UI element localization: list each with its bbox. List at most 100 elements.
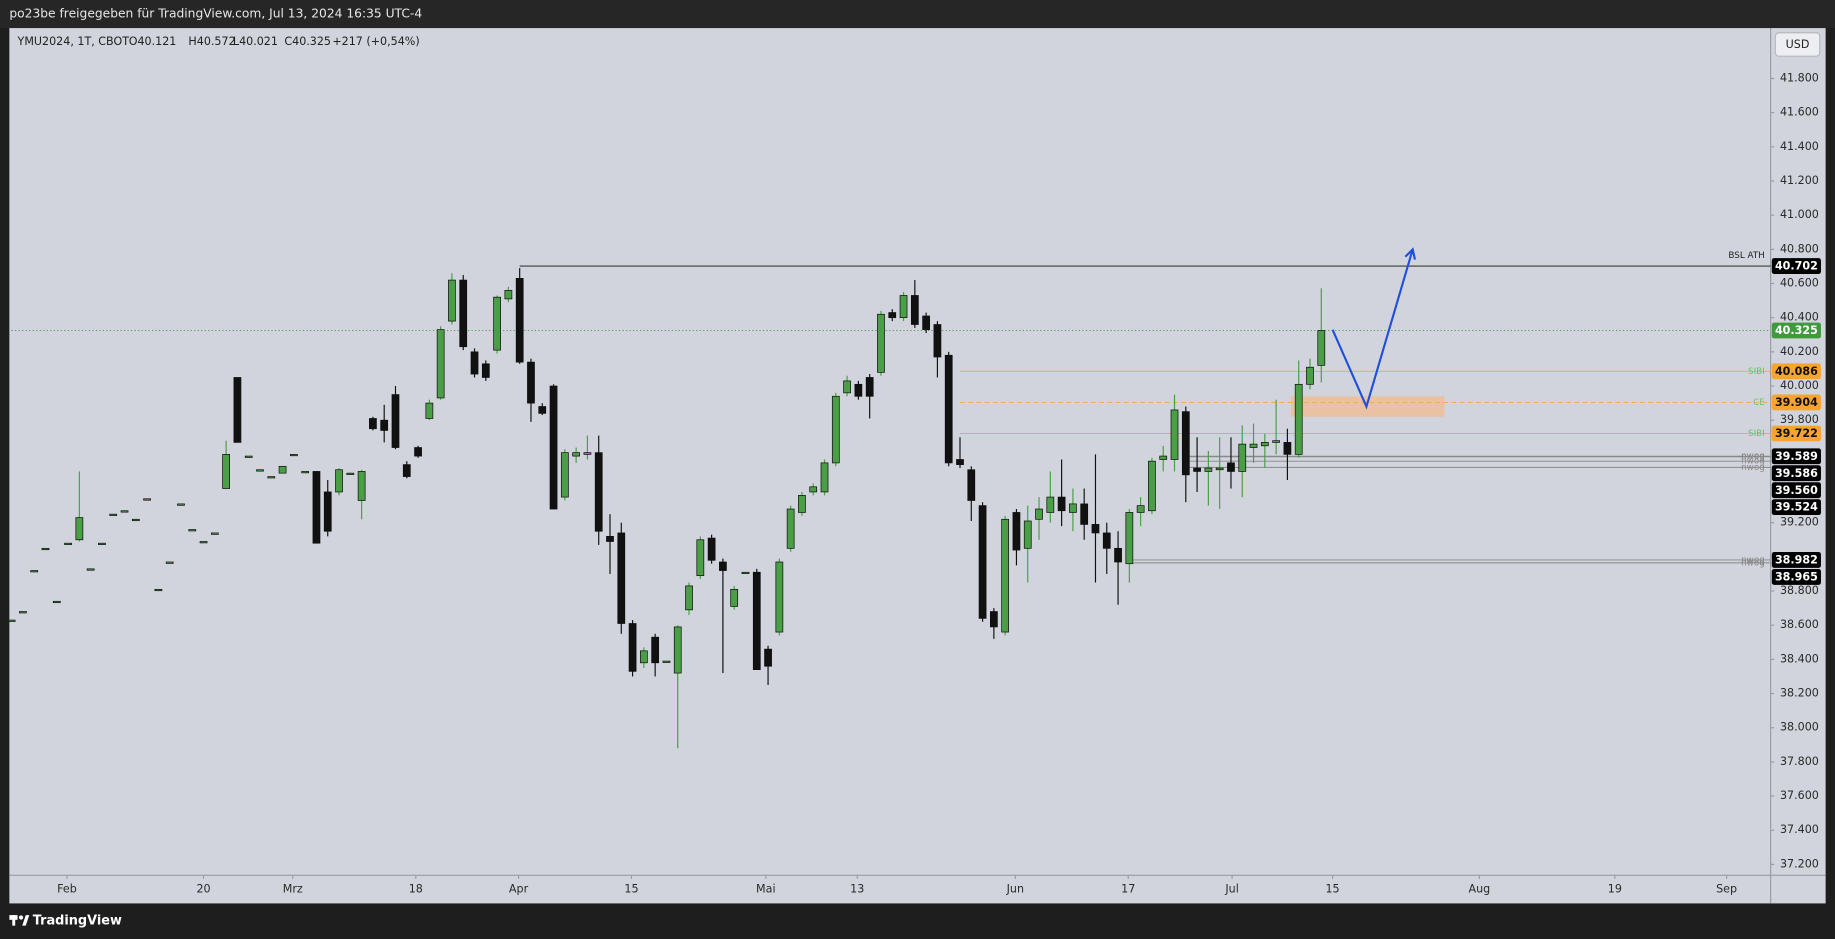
candle-body xyxy=(131,518,140,522)
y-tick-label: 38.400 xyxy=(1780,652,1819,665)
candle-body xyxy=(1136,505,1145,513)
candle-body xyxy=(1181,411,1190,476)
candle xyxy=(7,619,16,622)
candle xyxy=(628,620,637,677)
ohlc-open: O40.121 xyxy=(129,35,177,48)
candle-body xyxy=(75,517,84,541)
candle-body xyxy=(1249,443,1258,448)
candle xyxy=(1317,288,1326,383)
candle-body xyxy=(233,377,242,443)
candle-body xyxy=(448,279,456,322)
candle xyxy=(910,280,919,328)
candle xyxy=(1114,531,1122,605)
candle xyxy=(323,479,332,537)
candle-body xyxy=(1057,496,1066,512)
x-tick-label: Aug xyxy=(1468,882,1490,895)
candle-body xyxy=(267,476,276,479)
currency-label[interactable]: USD xyxy=(1786,38,1810,51)
candle xyxy=(448,273,456,325)
candle-body xyxy=(877,313,885,373)
candle-body xyxy=(1102,532,1111,549)
candle-body xyxy=(1046,496,1055,513)
candle-body xyxy=(1306,366,1314,385)
candle xyxy=(504,286,513,303)
candle-body xyxy=(651,636,660,664)
candle-body xyxy=(210,532,219,535)
candle xyxy=(41,547,50,551)
y-tick-label: 41.800 xyxy=(1780,71,1819,84)
candle xyxy=(86,568,95,571)
price-badge xyxy=(1771,258,1821,274)
candle-body xyxy=(64,542,72,545)
candle-body xyxy=(86,568,95,571)
candle-body xyxy=(899,295,908,319)
candle-body xyxy=(19,611,27,614)
x-tick-label: 15 xyxy=(624,882,638,895)
level-name: nwog xyxy=(1741,457,1765,467)
y-tick-label: 37.400 xyxy=(1780,823,1819,836)
candle xyxy=(978,502,987,622)
candle xyxy=(1136,497,1145,527)
y-tick-label: 38.200 xyxy=(1780,687,1819,700)
candle xyxy=(899,292,908,322)
candle-body xyxy=(98,542,106,545)
candle-body xyxy=(301,471,310,474)
level-name: nwog xyxy=(1741,463,1765,473)
candle-body xyxy=(990,611,998,628)
y-tick-label: 39.200 xyxy=(1780,516,1819,529)
candle-body xyxy=(628,623,637,672)
price-badge-label: 38.965 xyxy=(1775,571,1818,584)
price-badge xyxy=(1771,499,1821,516)
y-tick-label: 41.600 xyxy=(1780,106,1819,119)
candle-body xyxy=(560,452,569,498)
candle xyxy=(515,268,524,364)
candle xyxy=(990,608,998,639)
candle xyxy=(210,532,219,535)
level-name: SIBI xyxy=(1748,367,1765,377)
level-name: nwog xyxy=(1741,555,1765,565)
y-tick-label: 41.000 xyxy=(1780,208,1819,221)
candle-body xyxy=(1035,508,1043,520)
y-tick-label: 38.800 xyxy=(1780,584,1819,597)
candle xyxy=(188,529,197,532)
brand-logo xyxy=(9,915,30,926)
candle xyxy=(312,471,321,544)
candle xyxy=(425,399,434,421)
candle xyxy=(177,503,185,506)
candle xyxy=(1057,459,1066,527)
candle xyxy=(143,498,151,501)
candle xyxy=(369,416,377,431)
candle-body xyxy=(1069,503,1077,513)
candle xyxy=(775,558,784,636)
candle xyxy=(1204,450,1213,506)
candle-body xyxy=(583,452,592,455)
candle xyxy=(696,536,705,580)
symbol-legend: YMU2024, 1T, CBOT xyxy=(17,35,130,48)
candle-body xyxy=(1215,467,1224,471)
candle-body xyxy=(1283,442,1292,455)
y-tick-label: 40.600 xyxy=(1780,277,1819,290)
y-tick-label: 40.200 xyxy=(1780,345,1819,358)
candle xyxy=(1272,399,1280,455)
candle xyxy=(640,647,648,668)
candle-body xyxy=(1012,512,1021,551)
candle xyxy=(290,454,298,457)
candle-body xyxy=(1125,512,1134,565)
candle-body xyxy=(425,402,434,419)
candle xyxy=(301,471,310,474)
price-badge-label: 40.702 xyxy=(1775,260,1818,273)
candle-body xyxy=(798,495,806,513)
candle xyxy=(888,309,897,322)
candle xyxy=(877,310,885,376)
currency-button[interactable] xyxy=(1774,32,1821,57)
x-tick-label: 13 xyxy=(850,882,864,895)
candle xyxy=(538,403,547,416)
plot-area xyxy=(9,28,1771,876)
y-tick-label: 39.800 xyxy=(1780,413,1819,426)
price-badge-label: 40.086 xyxy=(1775,365,1818,378)
candle-body xyxy=(109,513,118,516)
candle xyxy=(165,561,174,564)
candle xyxy=(1294,360,1303,458)
candle-body xyxy=(1091,524,1100,534)
candle xyxy=(19,611,27,614)
